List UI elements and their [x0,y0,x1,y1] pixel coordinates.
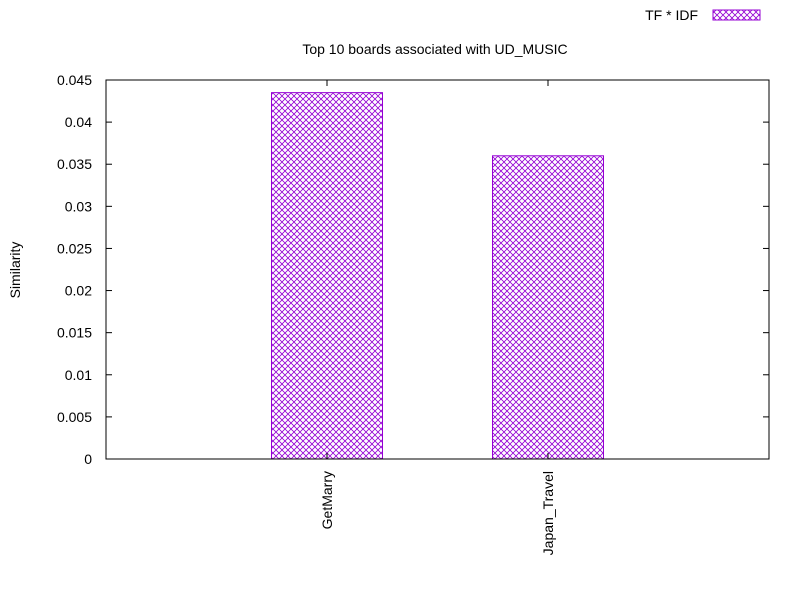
y-tick-label: 0.025 [57,240,92,256]
legend-swatch [712,9,761,21]
bar-getmarry [271,92,383,460]
y-tick-label: 0.02 [65,283,92,299]
y-tick-label: 0.03 [65,198,92,214]
y-tick-label: 0 [84,451,92,467]
y-tick-label: 0.015 [57,325,92,341]
y-tick-label: 0.035 [57,156,92,172]
y-axis-label: Similarity [7,242,23,299]
x-tick-label: Japan_Travel [540,471,556,555]
legend: TF * IDF [645,7,761,23]
y-tick-label: 0.01 [65,367,92,383]
bars [271,92,604,460]
x-axis-tick-labels: GetMarry Japan_Travel [319,80,556,555]
x-tick-label: GetMarry [319,471,335,529]
bar-japan-travel [492,155,604,460]
y-tick-label: 0.005 [57,409,92,425]
y-axis-ticks: 0 0.005 0.01 0.015 0.02 0.025 0.03 0.035 0.04 0.0… [57,72,769,467]
chart-title: Top 10 boards associated with UD_MUSIC [302,41,567,57]
y-tick-label: 0.045 [57,72,92,88]
plot-frame [105,79,770,460]
legend-label: TF * IDF [645,7,698,23]
y-tick-label: 0.04 [65,114,92,130]
